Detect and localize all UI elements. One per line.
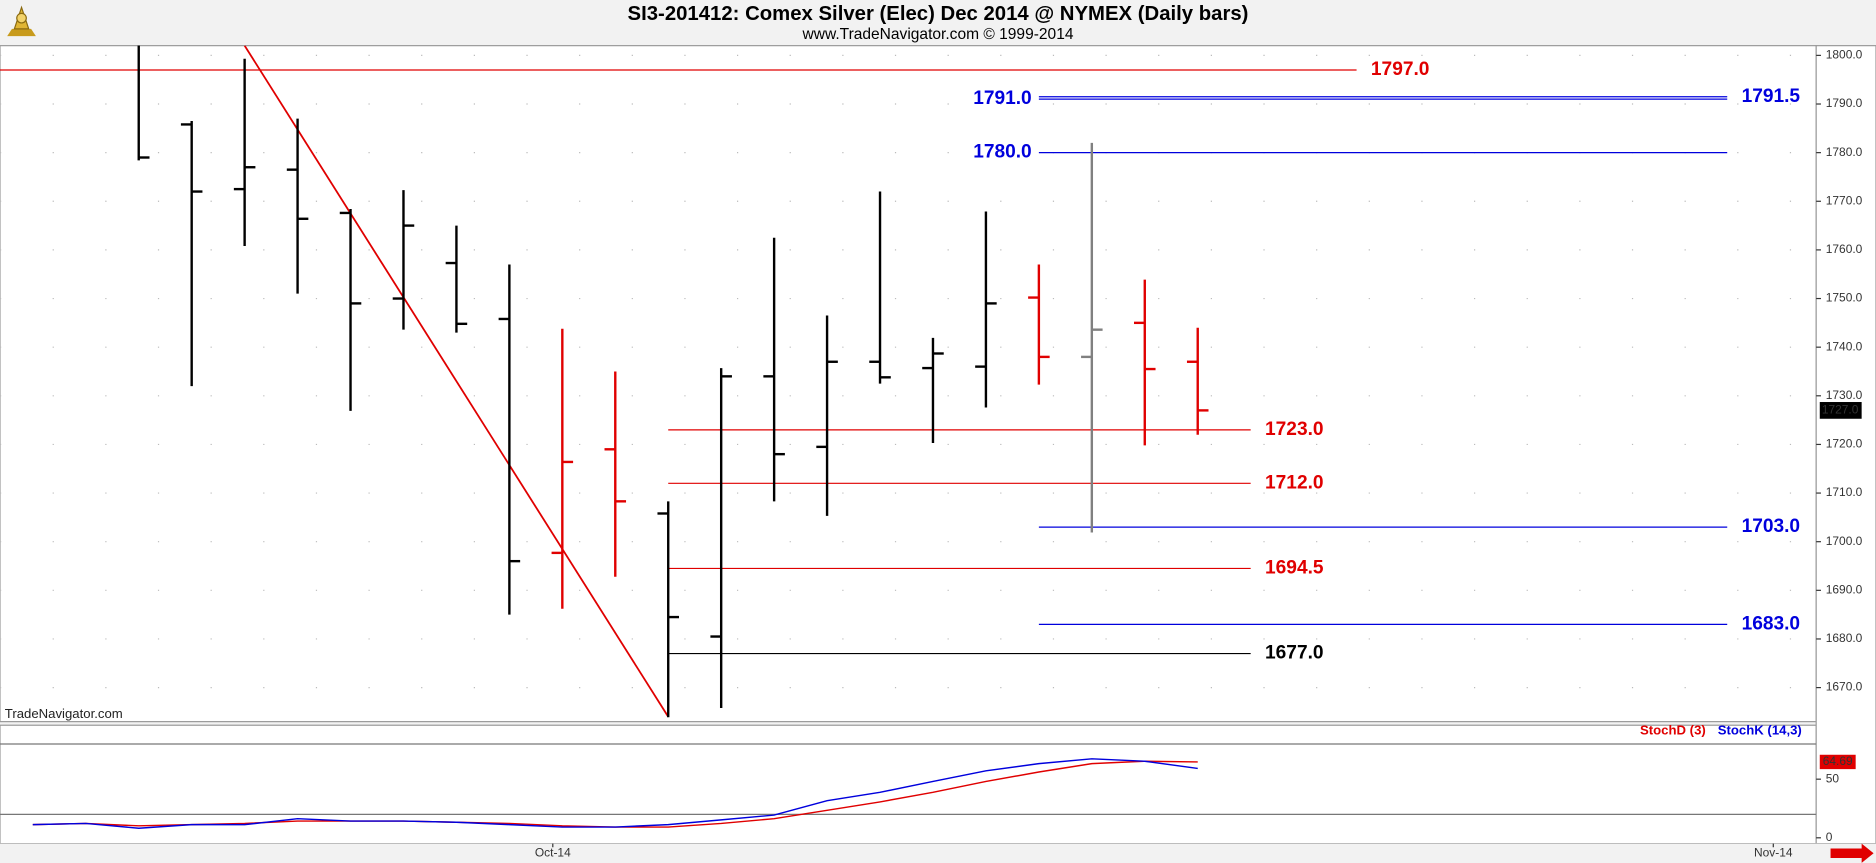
last-price-label: 1727.0 [1822,403,1859,417]
y-tick-label: 1710.0 [1826,485,1863,499]
y-tick-label: 1700.0 [1826,534,1863,548]
date-axis [0,843,1876,863]
level-label: 1797.0 [1371,59,1430,80]
y-tick-label: 1750.0 [1826,291,1863,305]
stoch-plot [0,743,1817,829]
level-label: 1791.0 [973,88,1032,109]
y-tick-label: 1780.0 [1826,145,1863,159]
y-tick-label: 1760.0 [1826,242,1863,256]
y-tick-label: 1740.0 [1826,339,1863,353]
level-label: 1677.0 [1265,643,1324,664]
y-tick-label: 1790.0 [1826,96,1863,110]
level-label: 1703.0 [1742,516,1801,537]
level-label: 1712.0 [1265,472,1324,493]
y-tick-label: 1800.0 [1826,48,1863,62]
y-tick-label: 1770.0 [1826,193,1863,207]
last-price-box [1819,402,1862,419]
trendline [243,45,669,718]
y-tick-label: 0 [1826,830,1833,844]
y-tick-label: 1730.0 [1826,388,1863,402]
x-tick-label: Oct-14 [535,845,571,859]
last-value-label: 64.69 [1823,754,1853,768]
x-tick-label: Nov-14 [1754,845,1793,859]
level-label: 1683.0 [1742,613,1801,634]
right-axis [1815,45,1876,845]
scroll-arrow[interactable] [1830,843,1874,863]
y-tick-label: 1670.0 [1826,680,1863,694]
price-pane [0,45,1817,723]
level-label: 1791.5 [1742,86,1801,107]
chart-title: SI3-201412: Comex Silver (Elec) Dec 2014… [628,3,1249,25]
y-tick-label: 50 [1826,771,1840,785]
stoch-pane [0,724,1817,845]
chart-subtitle: www.TradeNavigator.com © 1999-2014 [802,26,1074,43]
legend-entry: StochK (14,3) [1718,723,1802,738]
level-label: 1694.5 [1265,558,1324,579]
logo [7,5,36,37]
last-value-box [1819,754,1856,770]
stoch-line [32,758,1198,829]
watermark: TradeNavigator.com [5,706,123,721]
level-label: 1723.0 [1265,419,1324,440]
level-label: 1780.0 [973,142,1032,163]
y-tick-label: 1720.0 [1826,437,1863,451]
price-plot [0,45,1817,718]
y-tick-label: 1690.0 [1826,582,1863,596]
y-tick-label: 1680.0 [1826,631,1863,645]
legend-entry: StochD (3) [1640,723,1706,738]
header-bg [0,0,1876,46]
